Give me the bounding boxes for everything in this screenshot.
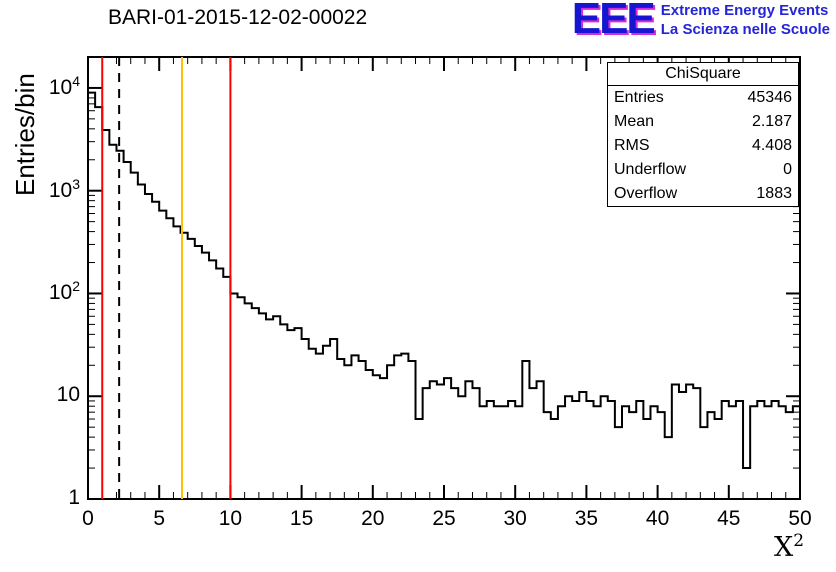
eee-logo-subtitle: Extreme Energy Events La Scienza nelle S… [661,2,830,40]
y-tick-label: 104 [48,73,80,100]
y-tick-label: 102 [48,278,80,305]
x-tick-label: 30 [503,507,527,530]
stats-rows: Entries 45346 Mean 2.187 RMS 4.408 Underflow 0 O… [608,86,798,206]
x-tick-label: 10 [218,507,243,530]
eee-logo-line1: Extreme Energy Events [660,2,829,19]
x-axis-title-base: X [774,532,794,563]
stats-value: 1883 [756,185,792,202]
x-tick-label: 0 [82,507,94,530]
x-tick-label: 15 [289,507,314,530]
stats-row: Overflow 1883 [608,182,798,206]
x-tick-label: 35 [574,507,599,530]
y-tick-label: 10 [56,383,80,407]
x-tick-label: 50 [788,507,812,530]
stats-value: 0 [783,161,792,178]
x-tick-label: 25 [432,507,456,530]
stats-label: Overflow [614,185,678,202]
stats-row: Underflow 0 [608,158,798,182]
stats-title: ChiSquare [608,63,798,86]
stats-label: Entries [614,89,664,106]
stats-value: 2.187 [751,113,792,130]
stats-row: RMS 4.408 [608,134,798,158]
x-tick-label: 20 [361,507,385,530]
eee-logo-icon: EEE [571,0,656,43]
histogram-line [87,91,800,499]
y-tick-label: 1 [68,485,80,509]
stats-value: 4.408 [751,137,792,154]
stats-box: ChiSquare Entries 45346 Mean 2.187 RMS 4.408 U… [607,62,799,207]
stats-value: 45346 [747,89,793,106]
x-tick-label: 40 [645,507,670,530]
stats-row: Mean 2.187 [608,110,798,134]
x-axis-title-sup: 2 [793,531,805,551]
y-tick-label: 103 [48,175,80,202]
eee-logo-line2: La Scienza nelle Scuole [660,20,830,38]
plot-title: BARI-01-2015-12-02-00022 [108,6,368,29]
stats-row: Entries 45346 [608,86,798,110]
x-tick-label: 45 [717,507,741,530]
x-axis-title: X2 [774,531,804,563]
stats-label: RMS [614,137,650,154]
stats-label: Underflow [614,161,687,178]
stats-label: Mean [614,113,655,130]
x-tick-label: 5 [153,507,166,530]
eee-logo: EEE Extreme Energy Events La Scienza nel… [571,0,830,43]
